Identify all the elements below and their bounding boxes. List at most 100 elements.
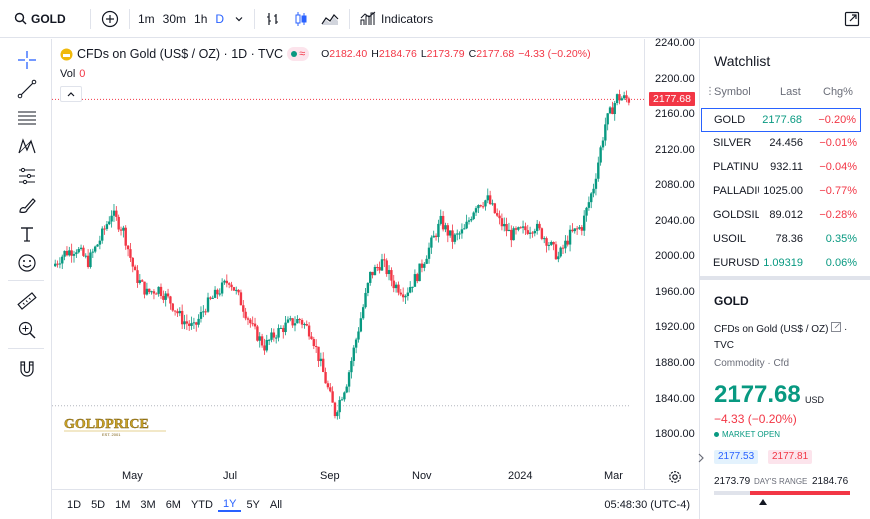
candle-body: [552, 242, 555, 245]
crosshair-tool[interactable]: [14, 47, 40, 73]
range-1d[interactable]: 1D: [67, 498, 82, 511]
candle-body: [404, 296, 407, 298]
watchlist-row-silver[interactable]: SILVER 24.456 −0.01%: [701, 132, 861, 156]
range-1m[interactable]: 1M: [115, 498, 131, 511]
magnet-tool[interactable]: [14, 356, 40, 382]
candle-body: [535, 223, 539, 231]
candle: [202, 305, 205, 318]
watchlist-row-eurusd[interactable]: EURUSD 1.09319 0.06%: [701, 252, 861, 276]
time-axis[interactable]: May Jul Sep Nov 2024 Mar: [52, 460, 698, 488]
candle: [303, 322, 306, 329]
candle-body: [312, 339, 316, 347]
candle: [354, 337, 358, 354]
panel-divider[interactable]: [700, 276, 870, 280]
interval-dropdown[interactable]: [228, 0, 250, 38]
ruler-tool[interactable]: [14, 288, 40, 314]
drag-handle-icon[interactable]: ⋮: [705, 86, 715, 97]
candlestick-chart[interactable]: [52, 39, 644, 489]
watchlist-row-platinum[interactable]: PLATINUM 932.11 −0.04%: [701, 156, 861, 180]
candles-style-button[interactable]: [287, 0, 315, 38]
column-chg[interactable]: Chg%: [823, 86, 853, 98]
range-5d[interactable]: 5D: [91, 498, 106, 511]
interval-1m[interactable]: 1m: [138, 11, 155, 26]
candle-body: [608, 107, 612, 114]
candle-body: [604, 124, 607, 141]
fullscreen-button[interactable]: [838, 0, 870, 38]
candle: [310, 332, 313, 340]
timezone-clock[interactable]: 05:48:30 (UTC-4): [604, 498, 690, 511]
range-3m[interactable]: 3M: [140, 498, 156, 511]
watchlist-row-goldsilver[interactable]: GOLDSILVER 89.012 −0.28%: [701, 204, 861, 228]
chart-pane[interactable]: [52, 39, 644, 489]
trend-line-tool[interactable]: [14, 76, 40, 102]
symbol-search[interactable]: GOLD: [0, 0, 86, 38]
candle-body: [597, 162, 600, 179]
emoji-tool[interactable]: [14, 250, 40, 276]
candle: [359, 312, 363, 333]
watchlist-row-palladium[interactable]: PALLADIUM 1025.00 −0.77%: [701, 180, 861, 204]
range-1y[interactable]: 1Y: [217, 498, 242, 512]
candle: [495, 208, 499, 218]
candle-body: [439, 215, 442, 224]
legend-collapse-button[interactable]: [60, 86, 82, 102]
fib-tool[interactable]: [14, 105, 40, 131]
interval-1h[interactable]: 1h: [194, 11, 208, 26]
candle: [209, 296, 212, 301]
candle: [397, 281, 400, 296]
open-external-icon[interactable]: [831, 322, 842, 332]
range-all[interactable]: All: [269, 498, 283, 511]
candle: [251, 316, 254, 327]
candle-body: [329, 387, 332, 392]
candle-body: [58, 263, 62, 265]
chart-settings-button[interactable]: [668, 470, 682, 487]
brush-tool[interactable]: [14, 192, 40, 218]
low-label: L: [420, 48, 427, 60]
candle: [322, 352, 325, 373]
range-6m[interactable]: 6M: [165, 498, 181, 511]
indicators-icon: [360, 11, 376, 25]
candle-body: [394, 284, 398, 289]
candle: [131, 256, 134, 273]
range-ytd[interactable]: YTD: [190, 498, 213, 511]
bars-icon: [267, 12, 279, 25]
candle-body: [209, 297, 212, 299]
collapse-panel-button[interactable]: [697, 452, 707, 466]
candle-body: [524, 226, 527, 231]
candle: [110, 210, 113, 228]
candle-body: [359, 318, 363, 332]
candle-body: [197, 318, 200, 325]
forecast-tool[interactable]: [14, 163, 40, 189]
interval-d[interactable]: D: [215, 11, 225, 26]
indicators-button[interactable]: Indicators: [354, 0, 439, 38]
watermark-text: GOLDPRICE: [64, 417, 149, 432]
pattern-tool[interactable]: [14, 134, 40, 160]
area-style-button[interactable]: [315, 0, 345, 38]
candle-body: [314, 346, 318, 348]
details-full-name[interactable]: CFDs on Gold (US$ / OZ): [714, 324, 829, 335]
range-5y[interactable]: 5Y: [246, 498, 260, 511]
column-last[interactable]: Last: [780, 86, 801, 98]
divider: [129, 8, 130, 29]
market-status-pill[interactable]: ≈: [287, 47, 310, 61]
compare-button[interactable]: [95, 0, 125, 38]
bars-style-button[interactable]: [259, 0, 287, 38]
zoom-tool[interactable]: [14, 317, 40, 343]
column-symbol[interactable]: Symbol: [714, 86, 751, 98]
watchlist-row-gold[interactable]: GOLD 2177.68 −0.20%: [701, 108, 861, 132]
status-dot-icon: [714, 432, 719, 437]
text-tool[interactable]: [14, 221, 40, 247]
watchlist-title[interactable]: Watchlist: [714, 53, 771, 69]
candle: [418, 263, 421, 282]
candle: [82, 245, 85, 257]
magnet-icon: [20, 361, 34, 377]
candle-body: [620, 98, 623, 101]
candle-body: [611, 107, 614, 115]
price-axis[interactable]: 2240.00 2200.00 2160.00 2120.00 2080.00 2040.…: [644, 37, 698, 489]
candle-body: [378, 267, 381, 271]
interval-30m[interactable]: 30m: [162, 11, 187, 26]
candle: [122, 225, 125, 238]
candle-body: [528, 232, 532, 234]
watchlist-row-usoil[interactable]: USOIL 78.36 0.35%: [701, 228, 861, 252]
candle: [166, 288, 170, 299]
candle: [93, 245, 97, 254]
